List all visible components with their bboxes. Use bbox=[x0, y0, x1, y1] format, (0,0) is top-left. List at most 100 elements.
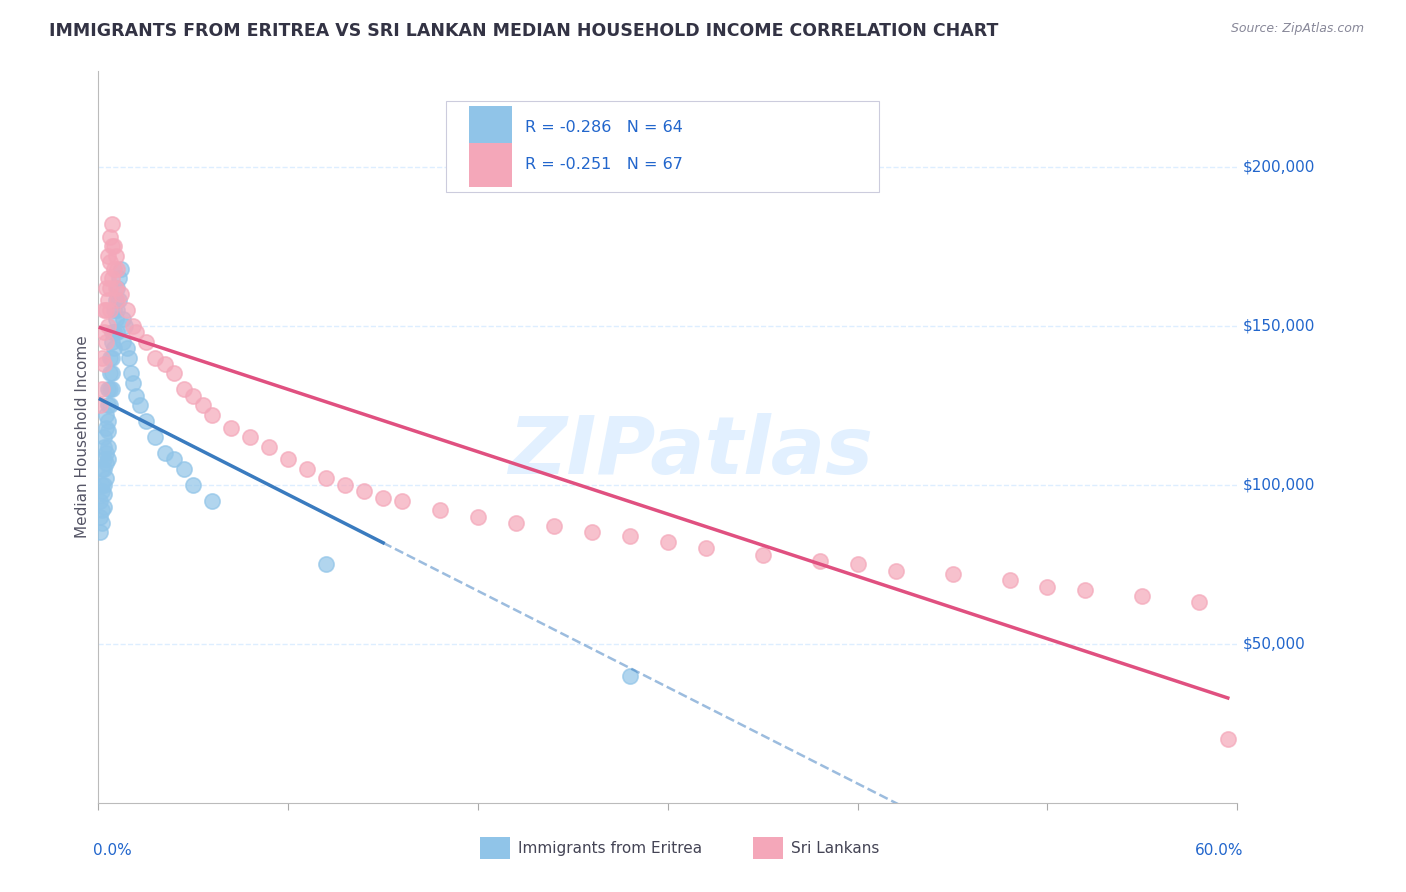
Text: $200,000: $200,000 bbox=[1243, 160, 1316, 174]
Point bbox=[657, 535, 679, 549]
Point bbox=[91, 516, 114, 530]
Point bbox=[100, 217, 122, 231]
Point bbox=[91, 484, 114, 499]
Point bbox=[100, 271, 122, 285]
Point bbox=[103, 302, 125, 317]
Bar bbox=[468, 106, 512, 150]
Point bbox=[97, 249, 120, 263]
Text: IMMIGRANTS FROM ERITREA VS SRI LANKAN MEDIAN HOUSEHOLD INCOME CORRELATION CHART: IMMIGRANTS FROM ERITREA VS SRI LANKAN ME… bbox=[49, 22, 998, 40]
Point bbox=[98, 255, 121, 269]
Point bbox=[112, 334, 135, 349]
Point bbox=[153, 446, 176, 460]
Point bbox=[239, 430, 262, 444]
Point bbox=[808, 554, 831, 568]
Point bbox=[163, 452, 186, 467]
Point bbox=[93, 462, 115, 476]
Point bbox=[467, 509, 489, 524]
Text: $50,000: $50,000 bbox=[1243, 636, 1306, 651]
Point bbox=[173, 383, 195, 397]
Point bbox=[93, 487, 115, 501]
Point bbox=[191, 398, 214, 412]
Point bbox=[94, 471, 117, 485]
Point bbox=[163, 367, 186, 381]
Point bbox=[104, 293, 127, 308]
Point bbox=[115, 302, 138, 317]
Point bbox=[108, 271, 131, 285]
Point bbox=[97, 440, 120, 454]
Point bbox=[97, 271, 120, 285]
Point bbox=[1188, 595, 1211, 609]
Point bbox=[183, 389, 205, 403]
Point bbox=[110, 261, 132, 276]
Point bbox=[91, 462, 114, 476]
Text: R = -0.251   N = 67: R = -0.251 N = 67 bbox=[526, 157, 683, 172]
Point bbox=[93, 430, 115, 444]
Point bbox=[1074, 582, 1097, 597]
Point bbox=[884, 564, 907, 578]
Point bbox=[103, 239, 125, 253]
Point bbox=[100, 325, 122, 339]
Point bbox=[125, 325, 148, 339]
Point bbox=[145, 351, 167, 365]
Point bbox=[100, 239, 122, 253]
Point bbox=[110, 287, 132, 301]
Point bbox=[145, 430, 167, 444]
Point bbox=[108, 293, 131, 308]
Point bbox=[115, 341, 138, 355]
Point bbox=[100, 351, 122, 365]
Point bbox=[89, 525, 111, 540]
Point bbox=[94, 302, 117, 317]
Point bbox=[104, 249, 127, 263]
Point bbox=[104, 312, 127, 326]
Point bbox=[94, 456, 117, 470]
Point bbox=[153, 357, 176, 371]
Point bbox=[297, 462, 319, 476]
Point bbox=[112, 312, 135, 326]
Point bbox=[93, 440, 115, 454]
Point bbox=[97, 414, 120, 428]
Point bbox=[695, 541, 717, 556]
Bar bbox=[754, 838, 783, 859]
Point bbox=[371, 491, 394, 505]
Point bbox=[89, 493, 111, 508]
Point bbox=[94, 280, 117, 294]
Point bbox=[93, 357, 115, 371]
Point bbox=[91, 351, 114, 365]
Bar bbox=[468, 143, 512, 186]
Point bbox=[335, 477, 357, 491]
Point bbox=[89, 509, 111, 524]
Text: $150,000: $150,000 bbox=[1243, 318, 1316, 334]
Point bbox=[93, 477, 115, 491]
Point bbox=[94, 420, 117, 434]
Point bbox=[353, 484, 375, 499]
Point bbox=[97, 398, 120, 412]
Point bbox=[97, 452, 120, 467]
Point bbox=[201, 493, 224, 508]
Point bbox=[221, 420, 243, 434]
Point bbox=[107, 302, 129, 317]
Point bbox=[998, 573, 1021, 587]
Point bbox=[103, 261, 125, 276]
Text: $100,000: $100,000 bbox=[1243, 477, 1316, 492]
Point bbox=[118, 351, 141, 365]
Point bbox=[135, 414, 157, 428]
Point bbox=[98, 398, 121, 412]
Point bbox=[107, 261, 129, 276]
Point bbox=[1132, 589, 1154, 603]
Point bbox=[98, 367, 121, 381]
Point bbox=[98, 229, 121, 244]
Point bbox=[91, 383, 114, 397]
Point bbox=[94, 334, 117, 349]
Point bbox=[93, 500, 115, 514]
Point bbox=[259, 440, 281, 454]
Text: Source: ZipAtlas.com: Source: ZipAtlas.com bbox=[1230, 22, 1364, 36]
Point bbox=[91, 477, 114, 491]
Point bbox=[120, 367, 142, 381]
Point bbox=[846, 558, 869, 572]
Point bbox=[1216, 732, 1239, 747]
Point bbox=[114, 318, 136, 333]
Point bbox=[93, 325, 115, 339]
Point bbox=[315, 558, 337, 572]
Point bbox=[581, 525, 603, 540]
Point bbox=[505, 516, 527, 530]
